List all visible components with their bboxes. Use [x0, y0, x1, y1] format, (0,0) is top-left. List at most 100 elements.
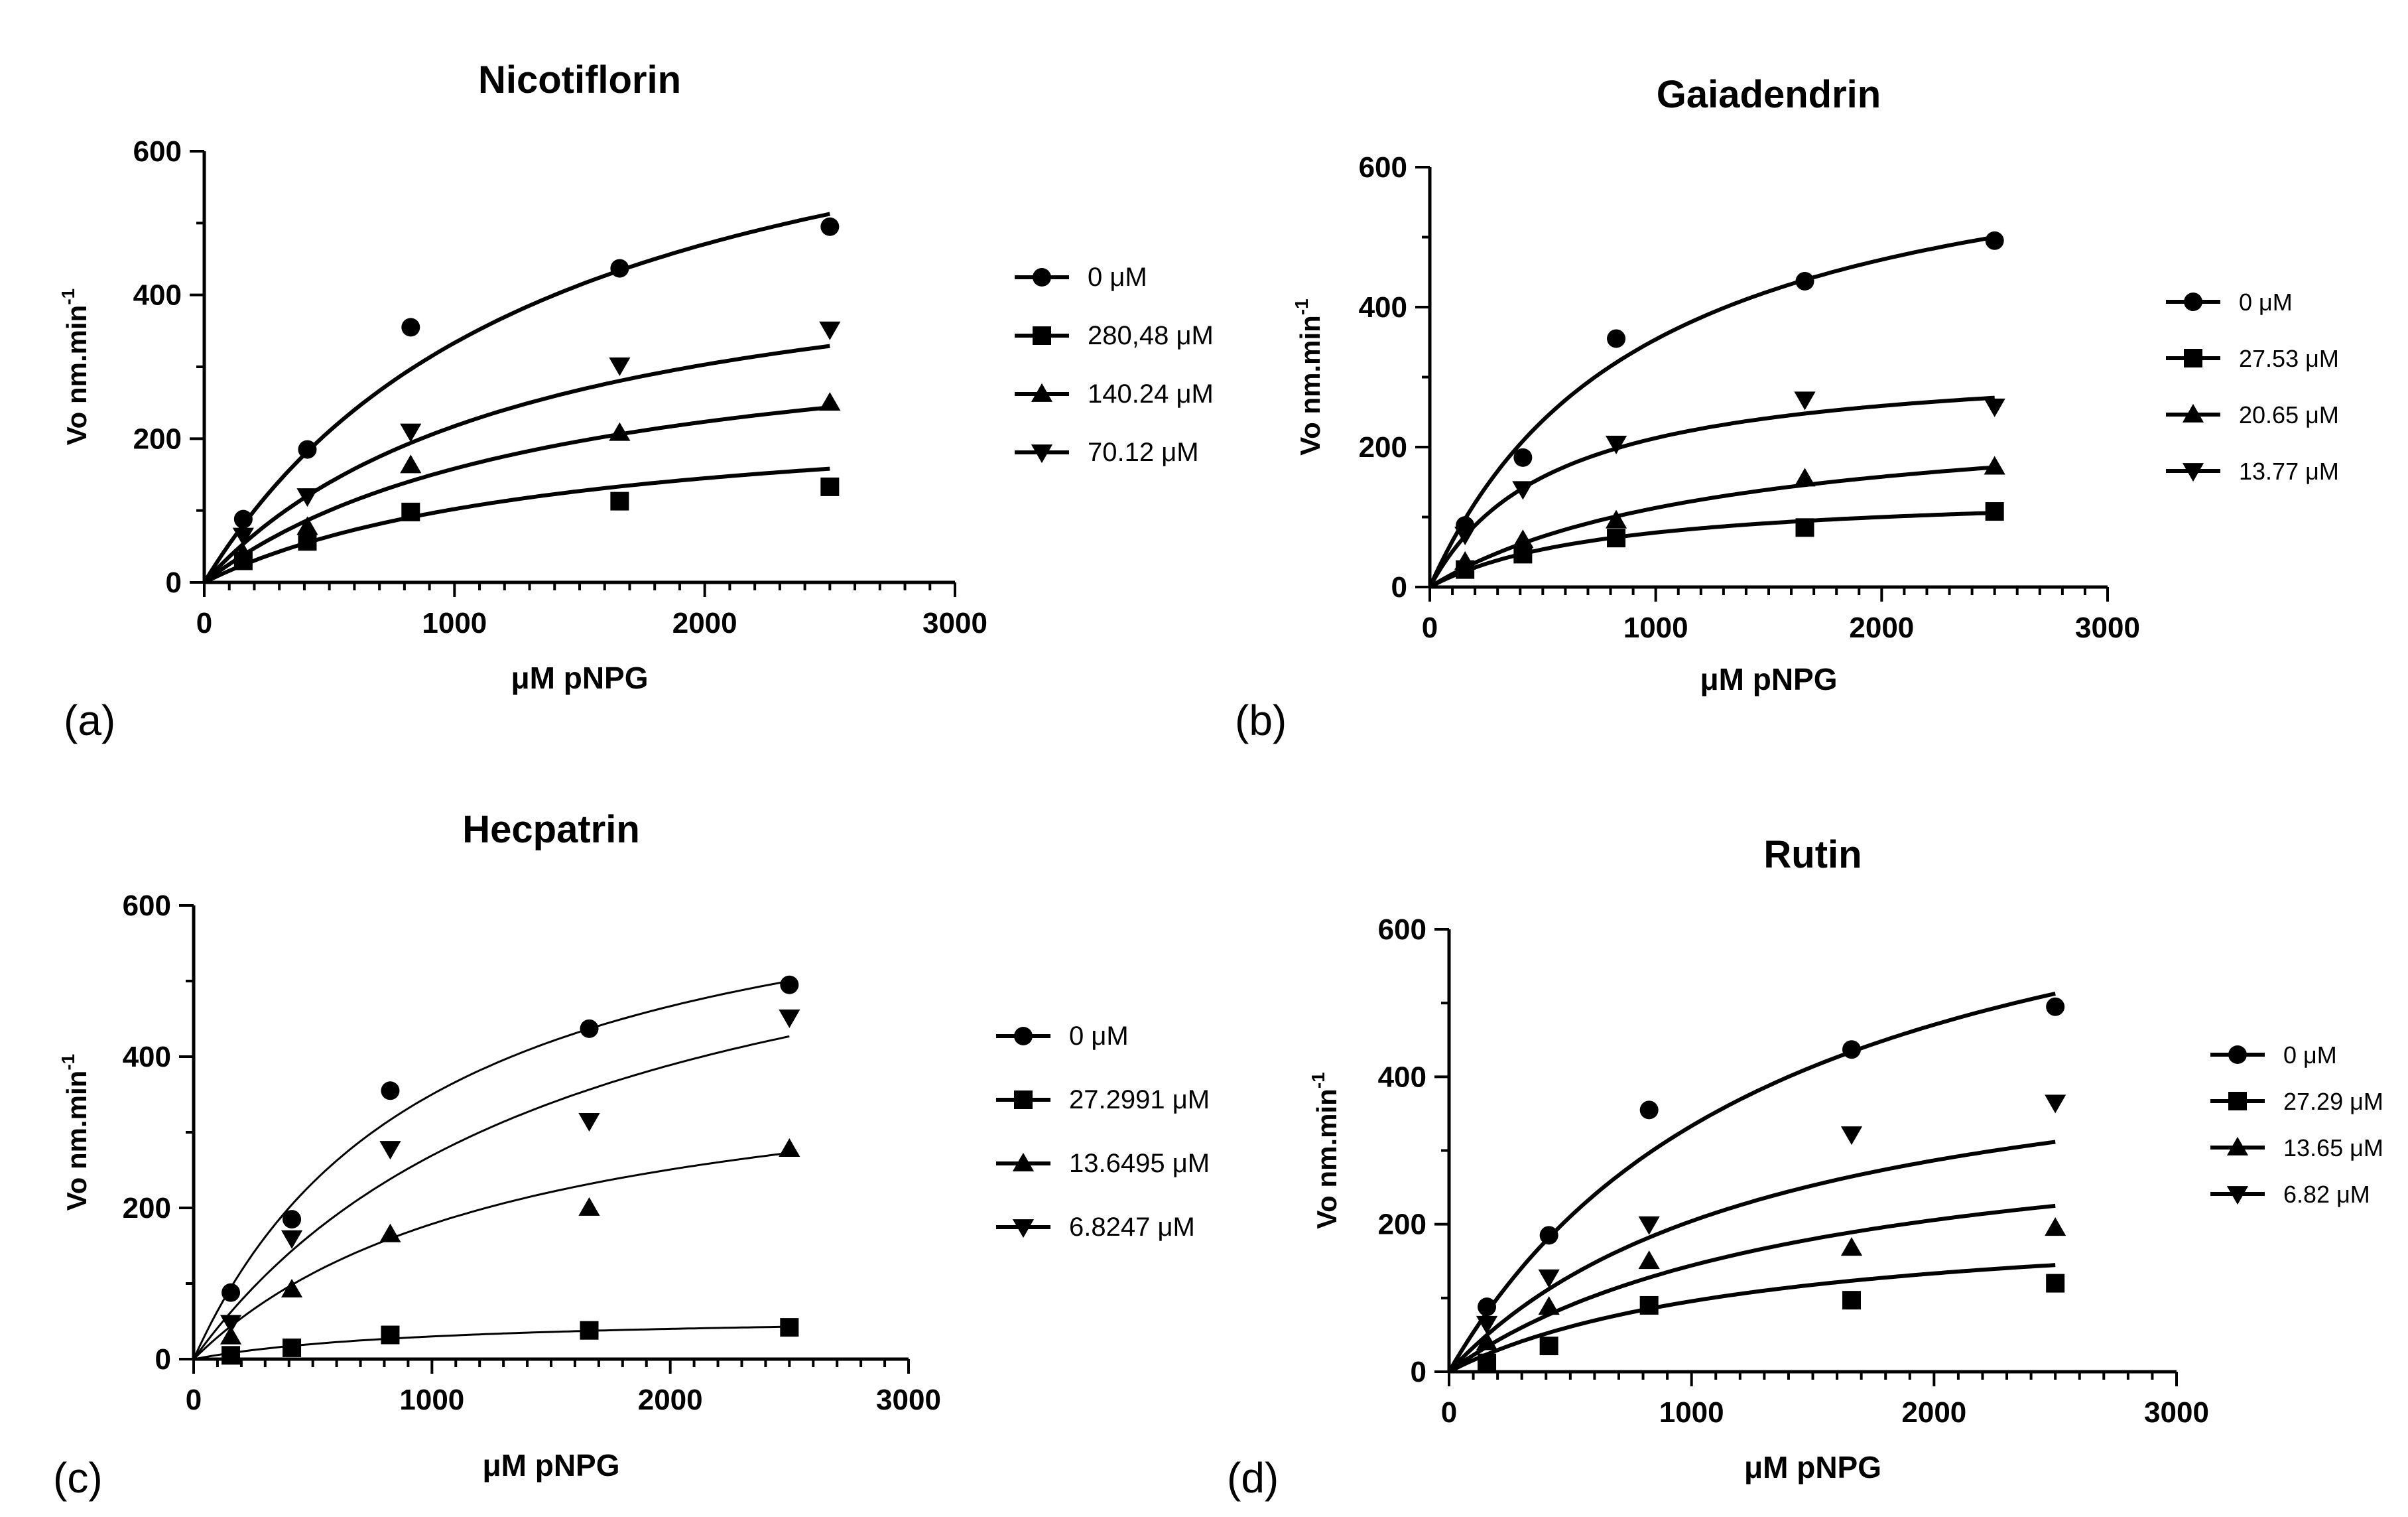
data-point [1513, 448, 1533, 467]
y-tick-label: 600 [133, 135, 182, 168]
fit-curve [202, 212, 830, 584]
data-point [1795, 271, 1814, 291]
data-point [283, 1338, 302, 1357]
data-point [232, 527, 254, 547]
data-point [281, 1230, 303, 1249]
series-1: 0 μM [192, 975, 1129, 1360]
data-point [2046, 997, 2065, 1016]
data-point [819, 392, 841, 411]
y-tick-label: 0 [166, 566, 182, 599]
x-tick-label: 3000 [2144, 1396, 2209, 1429]
y-axis-label: Vo nm.min-1 [58, 289, 92, 445]
data-point [1538, 1269, 1560, 1288]
data-point [820, 477, 840, 496]
legend-label: 13.65 μM [2283, 1134, 2383, 1161]
y-tick-label: 600 [1359, 151, 1407, 184]
panel-label: (b) [1235, 696, 1287, 744]
data-point [779, 1009, 800, 1028]
chart-title: Gaiadendrin [1657, 73, 1881, 116]
data-point [820, 217, 840, 236]
y-tick-label: 600 [123, 890, 171, 922]
chart-4: Rutin (d) 0 200 400 600 0 1000 2000 3000 μM pNPG Vo… [1227, 833, 2383, 1502]
panel-label: (a) [64, 696, 115, 744]
data-point [220, 1325, 242, 1345]
data-point [1638, 1216, 1660, 1235]
legend-label: 0 μM [2239, 289, 2293, 316]
data-point [819, 321, 841, 340]
y-tick-label: 200 [123, 1192, 171, 1224]
legend-marker [2226, 1136, 2249, 1155]
data-point [2045, 1217, 2066, 1236]
data-point [1794, 391, 1816, 411]
data-point [1476, 1331, 1498, 1351]
x-axis-label: μM pNPG [511, 661, 648, 695]
x-tick-label: 2000 [638, 1384, 703, 1416]
y-axis-label-superscript: -1 [58, 289, 78, 305]
legend-label: 0 μM [2283, 1041, 2337, 1069]
legend-label: 6.8247 μM [1069, 1213, 1195, 1242]
data-point [1984, 398, 2005, 417]
legend-label: 0 μM [1088, 263, 1147, 292]
legend-marker [2184, 349, 2202, 367]
data-point [580, 1019, 599, 1038]
y-tick-label: 200 [1359, 431, 1407, 464]
legend-label: 0 μM [1069, 1022, 1129, 1051]
chart-title: Nicotiflorin [478, 58, 681, 101]
data-point [609, 422, 631, 441]
y-tick-label: 0 [1411, 1356, 1426, 1388]
data-point [401, 502, 420, 521]
data-point [580, 1321, 599, 1340]
x-tick-label: 1000 [422, 607, 487, 639]
x-axis-label: μM pNPG [1700, 662, 1837, 696]
data-point [1795, 518, 1814, 537]
data-point [609, 357, 631, 376]
data-point [1476, 1315, 1498, 1335]
legend-label: 70.12 μM [1088, 438, 1199, 467]
y-axis-label-superscript: -1 [1308, 1072, 1328, 1088]
legend-marker [1012, 1219, 1035, 1238]
chart-3: Hecpatrin (c) 0 200 400 600 0 1000 2000 3000 μM pN… [53, 808, 1210, 1502]
data-point [401, 318, 420, 337]
x-tick-label: 0 [196, 607, 212, 639]
series-4: 6.8247 μM [192, 1009, 1195, 1360]
data-point [780, 975, 799, 994]
data-point [283, 1210, 302, 1229]
x-tick-label: 1000 [1659, 1396, 1724, 1429]
x-axis-label: μM pNPG [482, 1448, 619, 1483]
fit-curve [192, 1035, 790, 1360]
data-point [1985, 502, 2004, 521]
x-tick-label: 1000 [399, 1384, 464, 1416]
data-point [379, 1223, 401, 1242]
y-axis-label-superscript: -1 [1291, 298, 1312, 315]
y-axis-label: Vo nm.min-1 [58, 1054, 92, 1211]
legend-marker [1031, 383, 1053, 402]
legend-marker [1014, 1027, 1033, 1045]
legend-marker [1033, 268, 1051, 287]
legend-label: 13.6495 μM [1069, 1149, 1210, 1178]
legend-marker [2228, 1092, 2247, 1110]
data-point [1605, 509, 1627, 529]
series-2: 27.29 μM [1448, 1088, 2383, 1374]
x-tick-label: 0 [1422, 612, 1438, 644]
data-point [610, 492, 629, 511]
chart-1: Nicotiflorin (a) 0 200 400 600 0 1000 2000 3000 μM… [58, 58, 1214, 744]
data-point [1512, 529, 1534, 549]
fit-curve [1448, 1263, 2056, 1374]
series-3: 13.6495 μM [192, 1138, 1210, 1360]
data-point [2046, 1274, 2065, 1293]
y-tick-label: 400 [133, 279, 182, 312]
x-axis-label: μM pNPG [1744, 1450, 1881, 1484]
data-point [400, 423, 422, 442]
data-point [779, 1138, 800, 1157]
legend-marker [2184, 293, 2202, 311]
x-tick-label: 2000 [672, 607, 737, 639]
data-point [296, 488, 318, 507]
y-axis-label: Vo nm.min-1 [1308, 1072, 1342, 1228]
fit-curve [203, 405, 830, 584]
data-point [578, 1197, 600, 1216]
data-point [281, 1279, 303, 1298]
data-point [1607, 329, 1626, 348]
fit-curve [192, 980, 790, 1360]
y-tick-label: 0 [155, 1343, 171, 1376]
fit-curve [1428, 235, 1996, 588]
